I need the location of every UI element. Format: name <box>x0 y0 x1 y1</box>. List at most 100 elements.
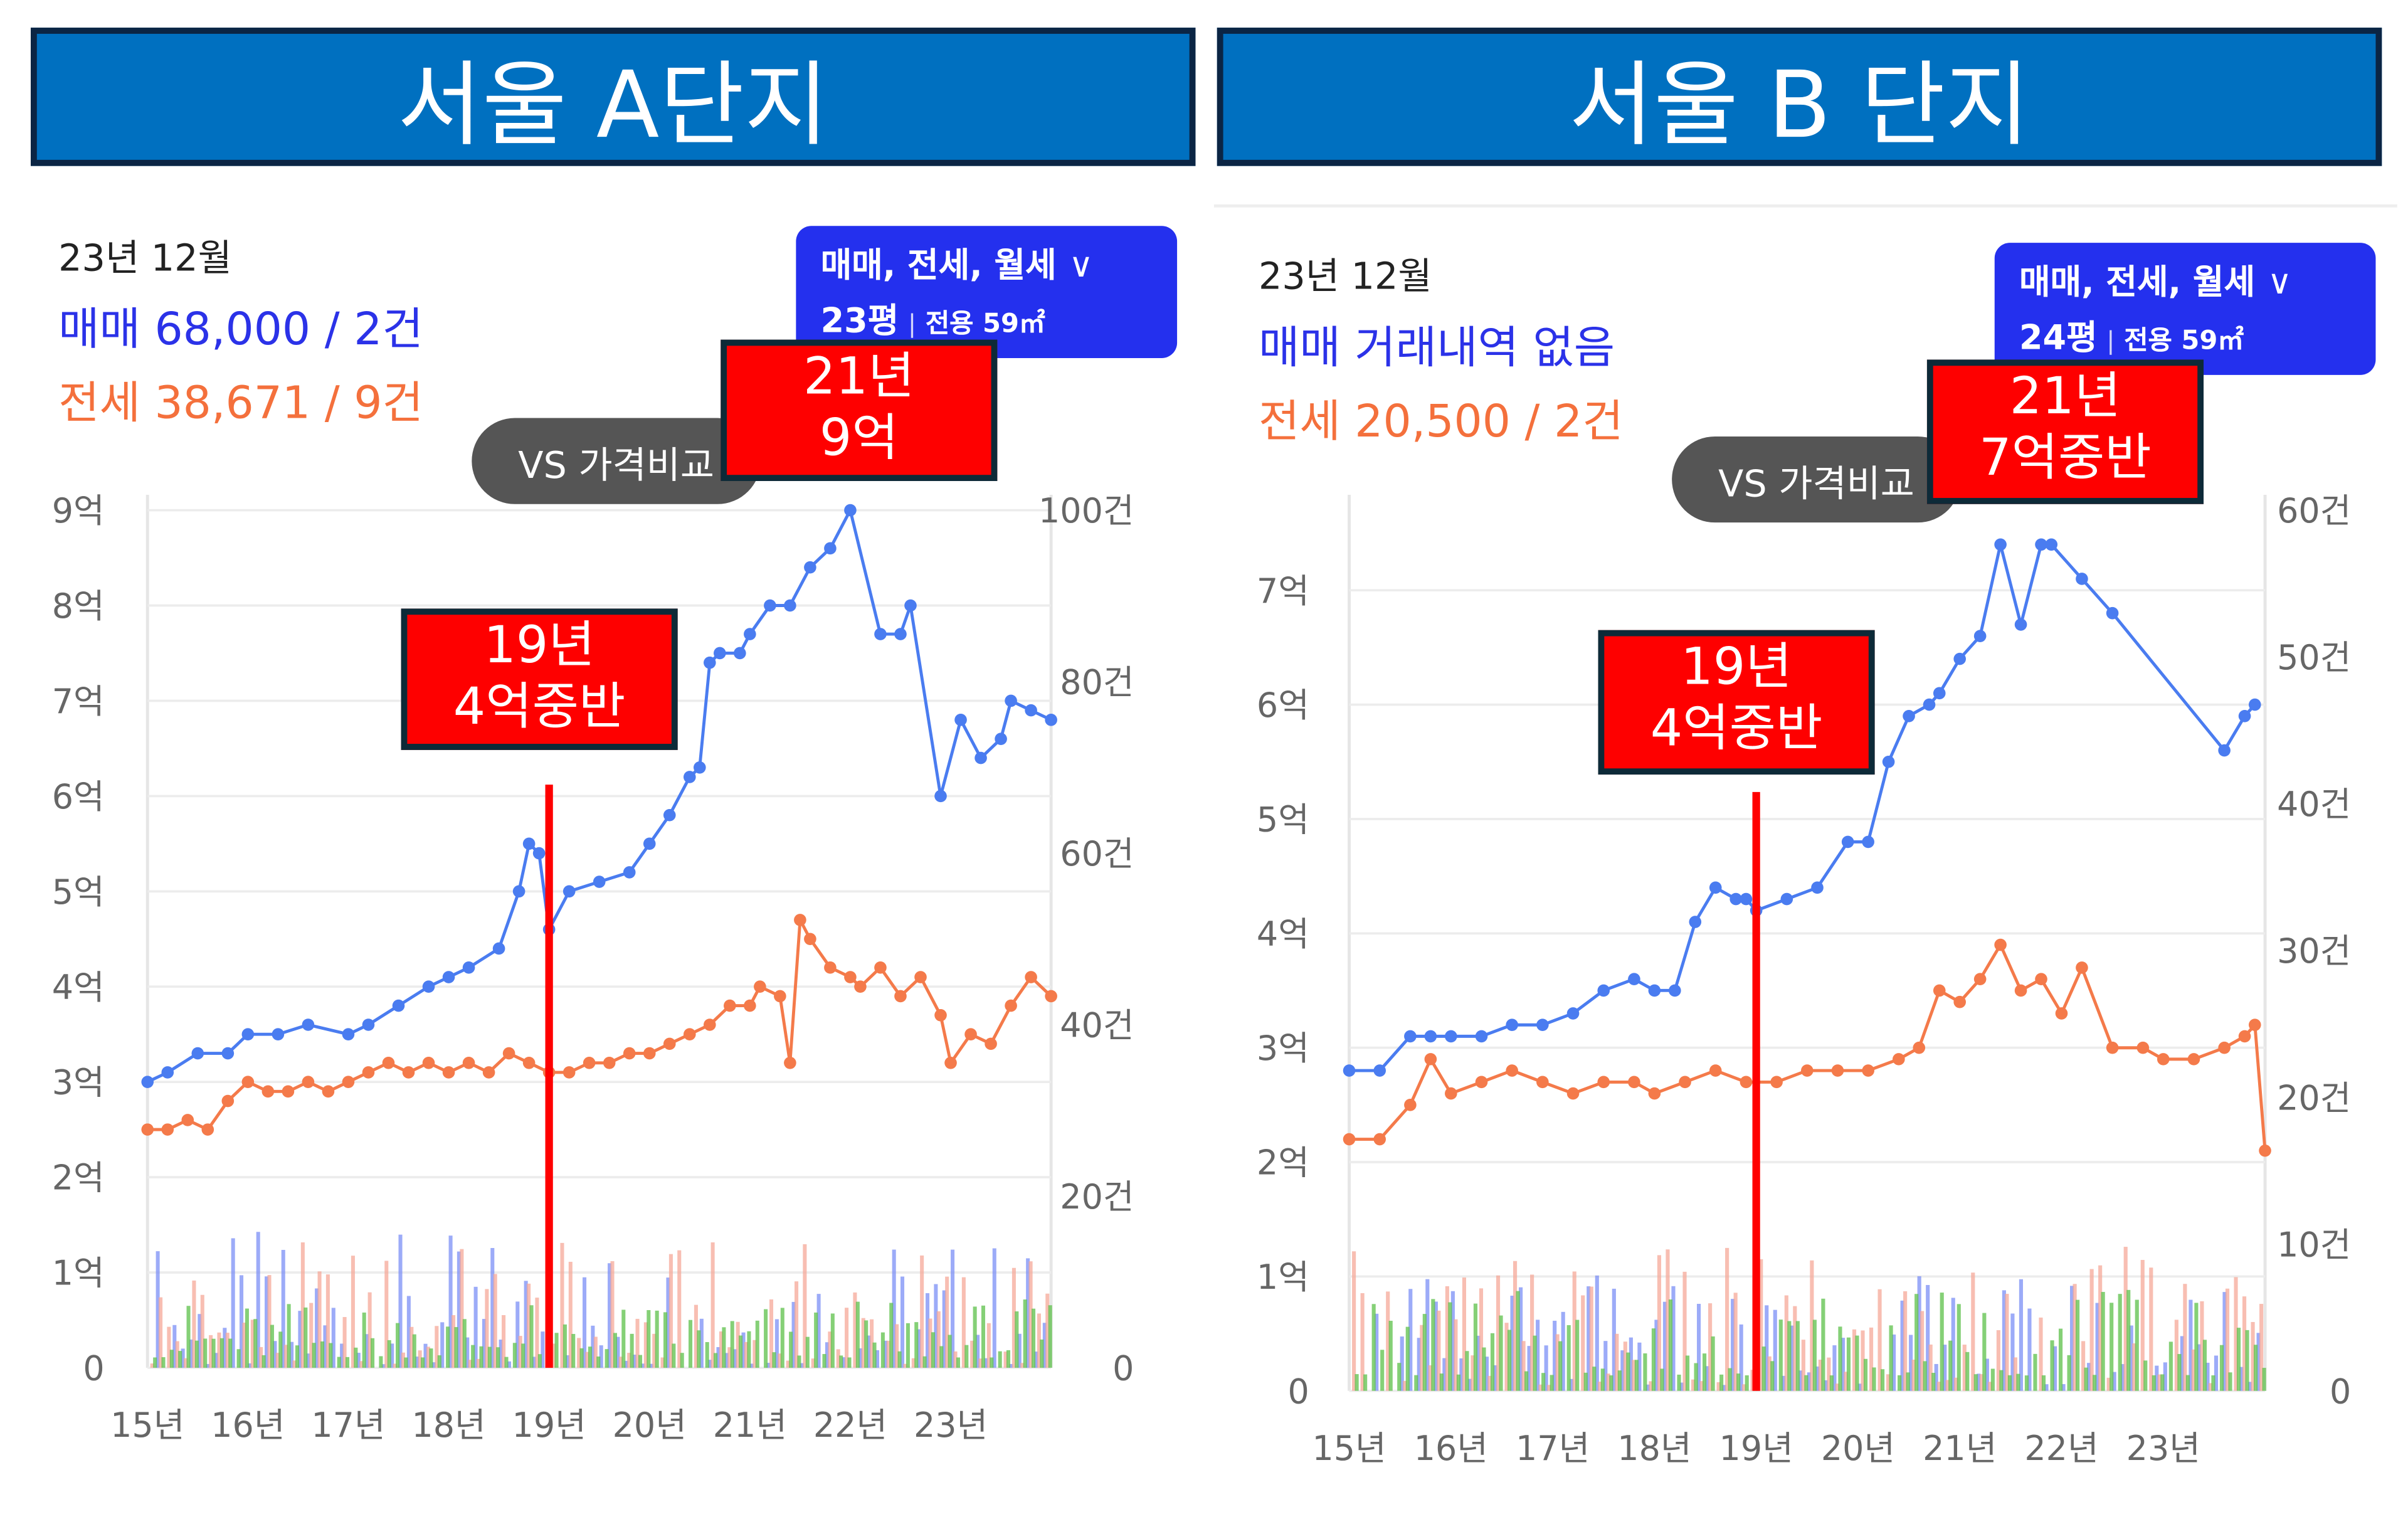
sale-price-point <box>1903 710 1915 722</box>
volume-bar <box>1536 1320 1540 1391</box>
volume-bar <box>396 1323 400 1368</box>
volume-bar <box>1015 1311 1019 1368</box>
sale-price-point <box>1475 1030 1488 1043</box>
jeonse-price-point <box>2259 1144 2271 1157</box>
sale-price-point <box>1005 694 1017 707</box>
volume-bar <box>323 1325 327 1368</box>
volume-bar <box>1651 1328 1656 1391</box>
volume-bar <box>680 1353 684 1368</box>
volume-bar <box>1612 1288 1616 1391</box>
volume-bar <box>329 1343 333 1368</box>
volume-bar <box>998 1351 1002 1368</box>
volume-bar <box>340 1343 344 1368</box>
y-tick-label: 2억 <box>1257 1143 1309 1183</box>
volume-bar <box>822 1354 826 1368</box>
volume-bar <box>772 1352 776 1368</box>
volume-bar <box>1739 1324 1743 1391</box>
y-right-tick-label: 40건 <box>2277 785 2351 824</box>
jeonse-price-point <box>1373 1133 1386 1146</box>
volume-bar <box>490 1247 495 1368</box>
volume-bar <box>816 1294 821 1368</box>
volume-bar <box>1516 1291 1520 1391</box>
volume-bar <box>304 1307 308 1368</box>
volume-bar <box>1787 1321 1792 1391</box>
volume-bar <box>1632 1360 1636 1391</box>
deal-type-filter-button[interactable]: 매매, 전세, 월세 ∨ 24평 | 전용 59㎡ <box>1994 243 2376 375</box>
volume-bar <box>705 1341 709 1368</box>
volume-bar <box>1996 1330 2000 1391</box>
volume-bar <box>435 1326 439 1368</box>
volume-bar <box>169 1350 174 1368</box>
sale-price-point <box>714 647 726 660</box>
volume-bar <box>1496 1275 1501 1391</box>
volume-bar <box>610 1261 615 1368</box>
volume-bar <box>1829 1375 1834 1391</box>
callout-year: 19년 <box>1681 636 1792 697</box>
volume-bar <box>1643 1353 1647 1391</box>
volume-bar <box>716 1346 721 1368</box>
volume-bar <box>1773 1309 1777 1391</box>
volume-bar <box>867 1335 871 1368</box>
volume-bar <box>655 1310 659 1368</box>
jeonse-price-point <box>462 1056 475 1069</box>
volume-bar <box>794 1281 799 1368</box>
volume-bar <box>1660 1368 1664 1391</box>
volume-bar <box>1736 1373 1741 1391</box>
x-tick-label: 23년 <box>2126 1429 2200 1468</box>
jeonse-price-point <box>342 1076 355 1088</box>
volume-bar <box>2140 1259 2145 1391</box>
deal-type-filter-button[interactable]: 매매, 전세, 월세 ∨ 23평 | 전용 59㎡ <box>796 226 1178 358</box>
volume-bar <box>342 1317 347 1368</box>
volume-bar <box>613 1333 617 1368</box>
volume-bar <box>362 1312 366 1368</box>
volume-bar <box>2033 1353 2037 1391</box>
sale-price-point <box>1811 881 1824 894</box>
jeonse-price-point <box>2157 1053 2170 1066</box>
volume-bar <box>562 1324 567 1368</box>
volume-bar <box>2245 1330 2249 1391</box>
volume-bar <box>1450 1291 1455 1391</box>
sale-price-point <box>2035 538 2047 551</box>
volume-bar <box>331 1308 335 1368</box>
sale-price-point <box>1566 1007 1580 1020</box>
sale-price-point <box>2249 698 2261 711</box>
volume-bar <box>1909 1335 1913 1391</box>
volume-bar <box>236 1349 241 1368</box>
volume-bar <box>769 1299 774 1368</box>
volume-bar <box>583 1277 587 1368</box>
volume-bar <box>426 1346 431 1368</box>
volume-bar <box>1363 1374 1368 1391</box>
volume-bar <box>482 1319 486 1368</box>
volume-bar <box>1821 1298 1825 1391</box>
volume-bar <box>1575 1320 1580 1391</box>
jeonse-price-point <box>1679 1076 1691 1089</box>
jeonse-price-point <box>201 1123 214 1136</box>
volume-bar <box>2041 1375 2046 1391</box>
volume-bar <box>1538 1384 1543 1391</box>
jeonse-price-point <box>1862 1064 1874 1077</box>
sale-price-point <box>221 1047 235 1060</box>
jeonse-price-point <box>844 971 857 983</box>
callout-price: 9억 <box>819 407 899 467</box>
volume-bar <box>649 1363 653 1368</box>
deal-type-label: 매매, 전세, 월세 <box>2019 264 2256 303</box>
volume-bar <box>211 1338 216 1368</box>
volume-bar <box>1439 1373 1444 1391</box>
panel-title-banner: 서울 A단지 <box>31 28 1196 166</box>
volume-bar <box>240 1275 244 1368</box>
panel-b: 서울 B 단지 23년 12월 매매 거래내역 없음 전세 20,500 / 2… <box>1213 0 2408 1534</box>
volume-bar <box>2254 1345 2258 1391</box>
volume-bar <box>250 1320 255 1368</box>
y-right-tick-label: 50건 <box>2277 638 2351 677</box>
volume-bar <box>1977 1373 1981 1391</box>
volume-bar <box>1900 1300 1904 1391</box>
volume-bar <box>2239 1367 2244 1391</box>
volume-bar <box>2013 1357 2017 1391</box>
vs-compare-button[interactable]: VS 가격비교 <box>1672 436 1961 523</box>
volume-bar <box>1696 1304 1701 1391</box>
volume-bar <box>217 1332 221 1368</box>
volume-bar <box>2214 1355 2219 1391</box>
jeonse-price-point <box>754 980 766 993</box>
vs-compare-button[interactable]: VS 가격비교 <box>472 418 761 504</box>
y-right-tick-label: 80건 <box>1060 663 1134 702</box>
